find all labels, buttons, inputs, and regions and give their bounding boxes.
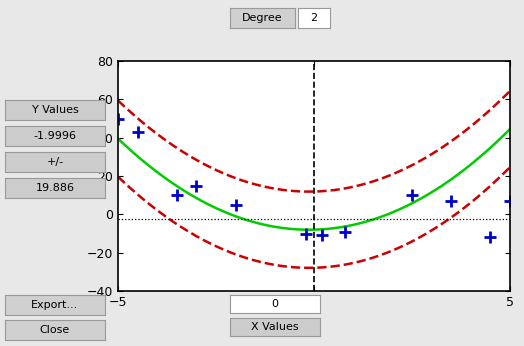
Text: Y Values: Y Values — [31, 105, 79, 115]
Text: Close: Close — [40, 325, 70, 335]
Text: +/-: +/- — [47, 157, 63, 167]
Text: Export...: Export... — [31, 300, 79, 310]
Text: 19.886: 19.886 — [36, 183, 74, 193]
Text: 0: 0 — [271, 299, 278, 309]
Text: X Values: X Values — [251, 322, 299, 332]
Text: Degree: Degree — [242, 13, 283, 23]
Text: -1.9996: -1.9996 — [34, 131, 77, 141]
Text: 2: 2 — [310, 13, 318, 23]
